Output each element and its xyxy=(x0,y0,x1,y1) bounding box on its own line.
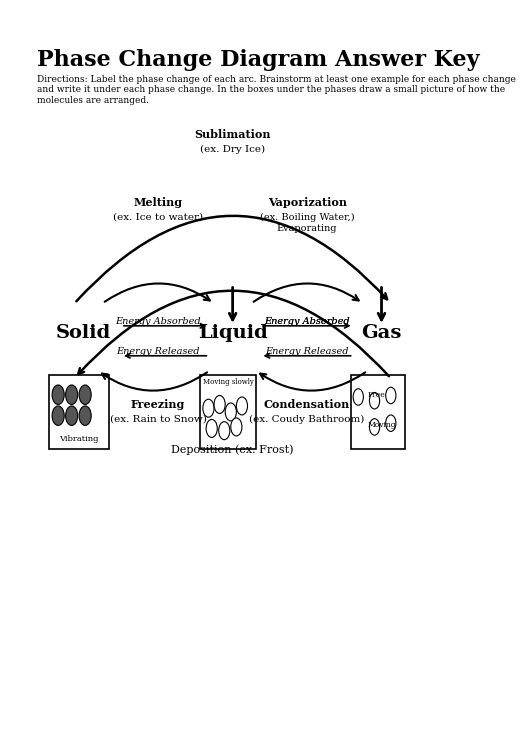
Text: Phase Change Diagram Answer Key: Phase Change Diagram Answer Key xyxy=(37,49,480,70)
Circle shape xyxy=(219,422,230,440)
Circle shape xyxy=(386,415,396,431)
Text: Freezing: Freezing xyxy=(131,399,186,410)
Circle shape xyxy=(206,419,217,437)
Text: Moving slowly: Moving slowly xyxy=(202,378,253,386)
Text: Energy Absorbed: Energy Absorbed xyxy=(264,317,350,326)
Circle shape xyxy=(214,395,225,413)
Text: Gas: Gas xyxy=(361,324,402,342)
Text: Energy Released: Energy Released xyxy=(117,347,200,356)
Text: Solid: Solid xyxy=(56,324,111,342)
FancyBboxPatch shape xyxy=(200,374,256,449)
Text: Moving: Moving xyxy=(368,421,396,428)
Circle shape xyxy=(225,403,236,421)
Circle shape xyxy=(353,389,364,405)
Text: (ex. Coudy Bathroom): (ex. Coudy Bathroom) xyxy=(250,415,365,424)
FancyBboxPatch shape xyxy=(49,374,109,449)
Circle shape xyxy=(52,406,64,425)
Text: Condensation: Condensation xyxy=(264,399,350,410)
Text: Sublimation: Sublimation xyxy=(195,130,271,140)
Text: Melting: Melting xyxy=(134,197,183,207)
Circle shape xyxy=(369,419,379,435)
Circle shape xyxy=(79,406,91,425)
Circle shape xyxy=(231,418,242,436)
Text: Vaporization: Vaporization xyxy=(268,197,347,207)
Text: Directions: Label the phase change of each arc. Brainstorm at least one example : Directions: Label the phase change of ea… xyxy=(37,75,516,105)
Text: Deposition (ex. Frost): Deposition (ex. Frost) xyxy=(171,444,294,455)
Text: Vibrating: Vibrating xyxy=(59,435,99,443)
Circle shape xyxy=(52,385,64,404)
FancyBboxPatch shape xyxy=(351,374,405,449)
Text: (ex. Boiling Water,): (ex. Boiling Water,) xyxy=(260,213,355,222)
Circle shape xyxy=(203,399,214,417)
Text: Energy Released: Energy Released xyxy=(266,347,349,356)
Circle shape xyxy=(369,392,379,409)
Text: (ex. Rain to Snow): (ex. Rain to Snow) xyxy=(110,415,207,424)
Circle shape xyxy=(236,397,248,415)
Circle shape xyxy=(79,385,91,404)
Text: Free: Free xyxy=(368,391,385,398)
Text: Evaporating: Evaporating xyxy=(277,224,337,233)
Text: Liquid: Liquid xyxy=(198,324,268,342)
Circle shape xyxy=(66,406,78,425)
Text: Energy Absorbed: Energy Absorbed xyxy=(116,317,201,326)
Text: (ex. Ice to water): (ex. Ice to water) xyxy=(113,213,203,222)
Text: (ex. Dry Ice): (ex. Dry Ice) xyxy=(200,145,265,154)
Circle shape xyxy=(386,387,396,404)
Circle shape xyxy=(66,385,78,404)
Text: Energy Absorbed: Energy Absorbed xyxy=(264,317,350,326)
